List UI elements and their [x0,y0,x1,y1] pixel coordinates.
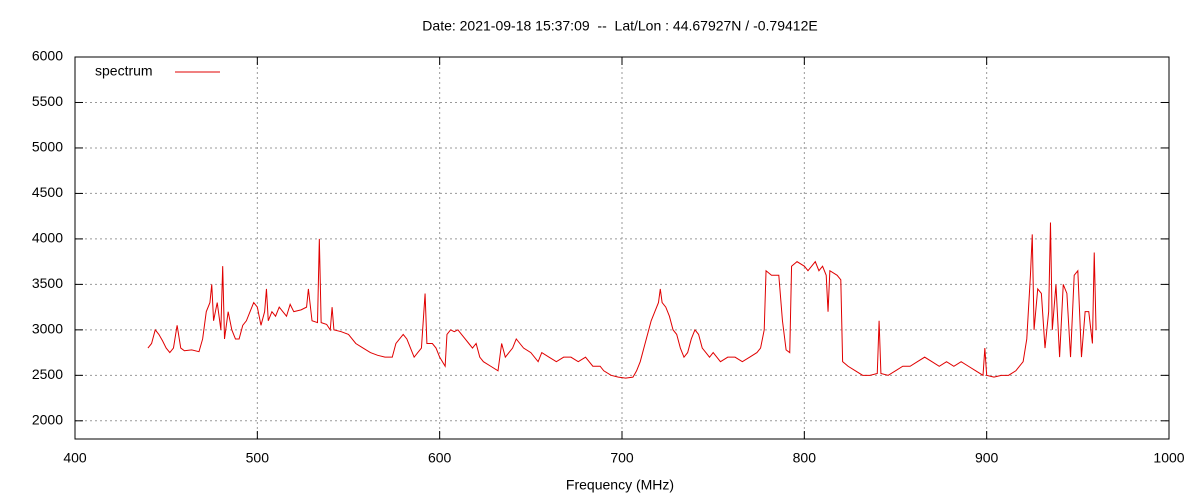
chart-title: Date: 2021-09-18 15:37:09 -- Lat/Lon : 4… [422,18,817,34]
x-tick-label: 1000 [1153,450,1184,466]
y-tick-label: 5500 [32,93,63,109]
y-tick-label: 4000 [32,230,63,246]
spectrum-line [147,222,1097,379]
legend-label: spectrum [95,63,153,79]
x-axis-label: Frequency (MHz) [566,477,674,493]
plot-frame [74,56,1170,440]
y-tick-label: 6000 [32,48,63,64]
x-tick-label: 800 [793,450,817,466]
y-tick-label: 4500 [32,184,63,200]
x-tick-label: 900 [975,450,999,466]
x-tick-label: 700 [610,450,634,466]
y-tick-label: 2500 [32,366,63,382]
x-tick-label: 400 [63,450,87,466]
y-tick-label: 5000 [32,139,63,155]
x-tick-label: 600 [428,450,452,466]
x-tick-label: 500 [246,450,270,466]
y-tick-label: 2000 [32,412,63,428]
y-tick-label: 3500 [32,275,63,291]
y-tick-label: 3000 [32,321,63,337]
